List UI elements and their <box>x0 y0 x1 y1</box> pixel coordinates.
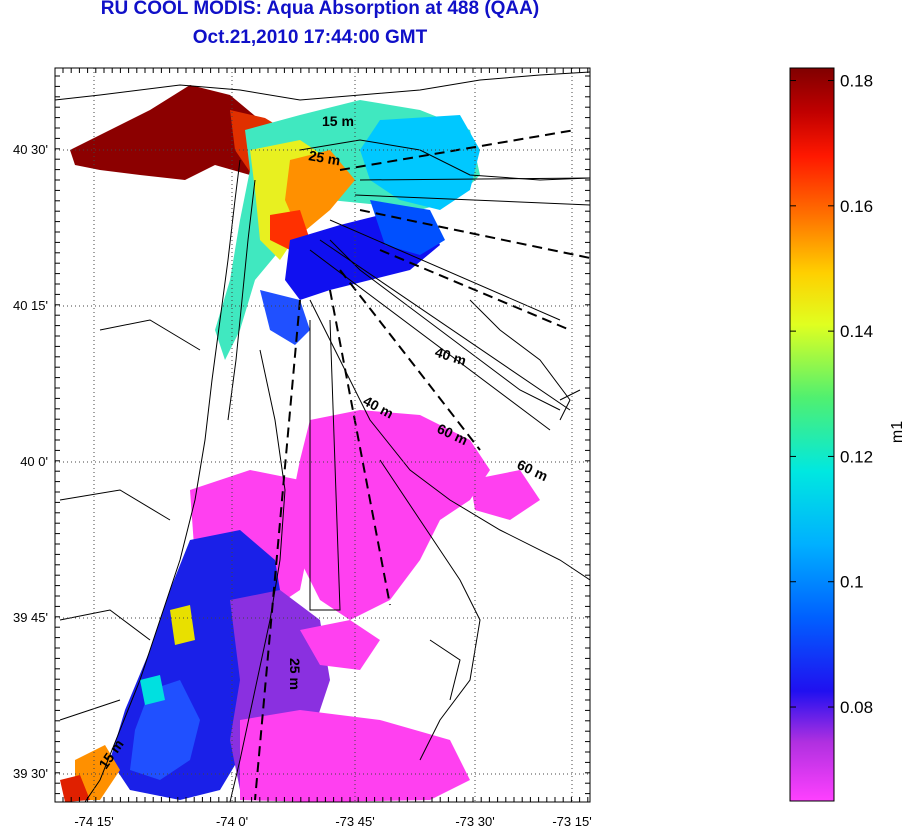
map-subtitle: Oct.21,2010 17:44:00 GMT <box>192 27 428 48</box>
colorbar-unit-label: m1 <box>889 421 906 443</box>
colorbar-tick-label: 0.08 <box>840 698 873 717</box>
colorbar-tick-label: 0.18 <box>840 72 873 91</box>
frame-ticks <box>55 68 590 802</box>
lat-tick-label: 40 0' <box>20 454 48 469</box>
plume-high <box>70 85 270 180</box>
lat-tick-label: 39 45' <box>13 610 48 625</box>
colorbar-tick-label: 0.1 <box>840 573 864 592</box>
lon-tick-label: -73 45' <box>335 814 374 829</box>
lat-tick-label: 39 30' <box>13 766 48 781</box>
lat-tick-label: 40 15' <box>13 298 48 313</box>
transects <box>309 177 590 611</box>
colorbar <box>789 67 835 802</box>
depth-label: 25 m <box>287 658 303 690</box>
absorption-field <box>60 85 540 802</box>
colorbar-ticks: 0.18 0.16 0.14 0.12 0.1 0.08 <box>790 72 873 717</box>
colorbar-tick-label: 0.16 <box>840 197 873 216</box>
depth-label: 25 m <box>307 147 341 168</box>
lat-tick-label: 40 30' <box>13 142 48 157</box>
lon-tick-label: -73 15' <box>552 814 591 829</box>
map-title: RU COOL MODIS: Aqua Absorption at 488 (Q… <box>100 0 540 19</box>
lon-tick-label: -74 0' <box>216 814 248 829</box>
colorbar-tick-label: 0.14 <box>840 322 873 341</box>
lon-tick-label: -74 15' <box>74 814 113 829</box>
depth-label: 15 m <box>322 113 354 129</box>
colorbar-tick-label: 0.12 <box>840 447 873 466</box>
map-frame <box>54 67 591 803</box>
lon-tick-label: -73 30' <box>455 814 494 829</box>
dashed-transects <box>254 129 590 801</box>
